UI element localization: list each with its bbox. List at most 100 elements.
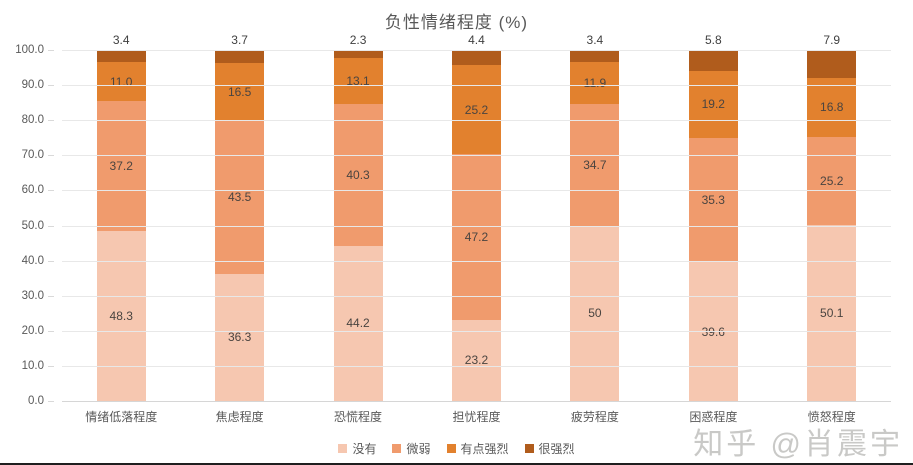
segment-value-label: 47.2 — [464, 229, 489, 244]
bar-segment: 25.2 — [451, 65, 501, 154]
y-tick-label: 90.0 — [21, 79, 44, 92]
bar-segment: 19.2 — [688, 70, 738, 139]
y-tick-label: 60.0 — [21, 184, 44, 197]
bar-segment: 36.3 — [215, 273, 265, 401]
bar-segment — [333, 50, 383, 59]
bar-segment: 50 — [570, 225, 620, 401]
y-tick-label: 20.0 — [21, 324, 44, 337]
y-tick-label: 100.0 — [15, 44, 44, 56]
bar-segment: 25.2 — [807, 136, 857, 226]
stacked-bar: 23.2 47.2 25.2 4.4 — [451, 33, 501, 401]
segment-value-label: 37.2 — [109, 159, 133, 174]
legend-item: 微弱 — [392, 440, 431, 457]
legend-swatch — [524, 444, 534, 453]
segment-value-label: 35.3 — [701, 193, 725, 208]
chart-title: 负性情绪程度 (%) — [384, 13, 529, 32]
segment-value-label: 36.3 — [227, 330, 252, 345]
bar-segment — [570, 50, 620, 62]
legend-label: 很强烈 — [538, 442, 575, 456]
y-tick-mark — [48, 120, 54, 122]
bar-slot: 23.2 47.2 25.2 4.4 — [417, 33, 535, 401]
x-category-label: 困惑程度 — [689, 410, 738, 424]
stacked-bar: 50 34.7 11.9 3.4 — [570, 33, 620, 401]
segment-value-label: 48.3 — [109, 309, 133, 324]
segment-value-label: 19.2 — [701, 97, 725, 112]
bottom-border-line — [0, 463, 913, 465]
segment-value-label: 40.3 — [346, 168, 370, 183]
gridline — [62, 401, 891, 402]
x-category-label: 疲劳程度 — [570, 410, 619, 424]
stacked-bar: 50.1 25.2 16.8 7.9 — [807, 33, 857, 401]
gridline — [62, 365, 891, 367]
gridline — [62, 85, 891, 87]
bar-segment: 35.3 — [688, 138, 738, 263]
legend-label: 有点强烈 — [460, 442, 509, 456]
segment-value-label: 16.5 — [227, 84, 252, 99]
y-tick-mark — [48, 190, 54, 192]
legend-swatch — [446, 444, 456, 453]
gridline — [62, 190, 891, 192]
y-tick-label: 40.0 — [21, 254, 44, 267]
legend-label: 微弱 — [406, 442, 431, 456]
gridline — [62, 295, 891, 297]
stacked-bar: 44.2 40.3 13.1 2.3 — [333, 33, 383, 401]
segment-value-label: 25.2 — [820, 173, 844, 188]
gridline — [62, 120, 891, 122]
y-tick-mark — [48, 155, 54, 157]
segment-value-label: 44.2 — [346, 316, 370, 331]
bar-segment — [688, 50, 738, 71]
gridline — [62, 50, 891, 51]
bar-segment — [451, 50, 501, 66]
bar-segment: 16.5 — [215, 63, 265, 121]
legend: 没有 微弱 有点强烈 很强烈 — [0, 440, 913, 457]
legend-label: 没有 — [352, 442, 377, 456]
legend-swatch — [392, 444, 402, 453]
top-value-label: 5.8 — [704, 33, 722, 48]
legend-item: 没有 — [338, 440, 376, 457]
y-tick-mark — [48, 225, 54, 227]
top-value-label: 3.7 — [231, 33, 248, 47]
bar-segment: 48.3 — [96, 231, 146, 401]
segment-value-label: 50 — [588, 306, 602, 321]
x-category-label: 情绪低落程度 — [85, 410, 158, 424]
bar-slot: 50.1 25.2 16.8 7.9 — [773, 33, 891, 401]
y-axis: 0.0 10.0 20.0 30.0 40.0 50.0 60.0 70.0 80.0 90.0 1… — [0, 44, 54, 407]
segment-value-label: 23.2 — [464, 353, 489, 368]
bar-segment — [96, 50, 146, 63]
top-value-label: 3.4 — [112, 33, 130, 48]
x-category-label: 焦虑程度 — [215, 410, 264, 424]
bar-slot: 50 34.7 11.9 3.4 — [536, 33, 654, 401]
stacked-bar: 36.3 43.5 16.5 3.7 — [215, 33, 265, 401]
bar-segment: 34.7 — [570, 103, 620, 226]
gridline — [62, 260, 891, 262]
bar-segment: 43.5 — [215, 120, 265, 274]
bar-segment: 44.2 — [333, 245, 383, 401]
legend-swatch — [338, 444, 348, 453]
x-category-label: 恐慌程度 — [334, 410, 383, 424]
y-tick-mark — [48, 260, 54, 262]
segment-value-label: 11.9 — [583, 75, 607, 90]
plot-area: 48.3 37.2 11.0 3.4 36.3 43.5 16.5 3.7 44.2 40.3 13… — [62, 33, 891, 402]
gridline — [62, 155, 891, 157]
y-tick-label: 50.0 — [21, 219, 44, 232]
top-value-label: 4.4 — [468, 33, 485, 47]
segment-value-label: 16.8 — [820, 100, 844, 115]
bar-slot: 36.3 43.5 16.5 3.7 — [180, 33, 298, 401]
y-tick-mark — [48, 365, 54, 367]
bar-segment: 40.3 — [333, 104, 383, 246]
bar-segment: 37.2 — [96, 100, 146, 232]
y-tick-mark — [48, 401, 54, 402]
bar-segment: 23.2 — [451, 319, 501, 401]
y-tick-label: 30.0 — [21, 289, 44, 302]
y-tick-mark — [48, 330, 54, 332]
y-tick-label: 80.0 — [21, 114, 44, 127]
bar-slot: 44.2 40.3 13.1 2.3 — [299, 33, 417, 401]
bar-segment — [215, 50, 265, 64]
bar-segment — [807, 50, 857, 78]
legend-item: 有点强烈 — [446, 440, 509, 457]
x-category-label: 愤怒程度 — [807, 410, 856, 424]
segment-value-label: 11.0 — [109, 74, 133, 89]
top-value-label: 2.3 — [349, 33, 367, 48]
y-tick-label: 70.0 — [21, 149, 44, 162]
